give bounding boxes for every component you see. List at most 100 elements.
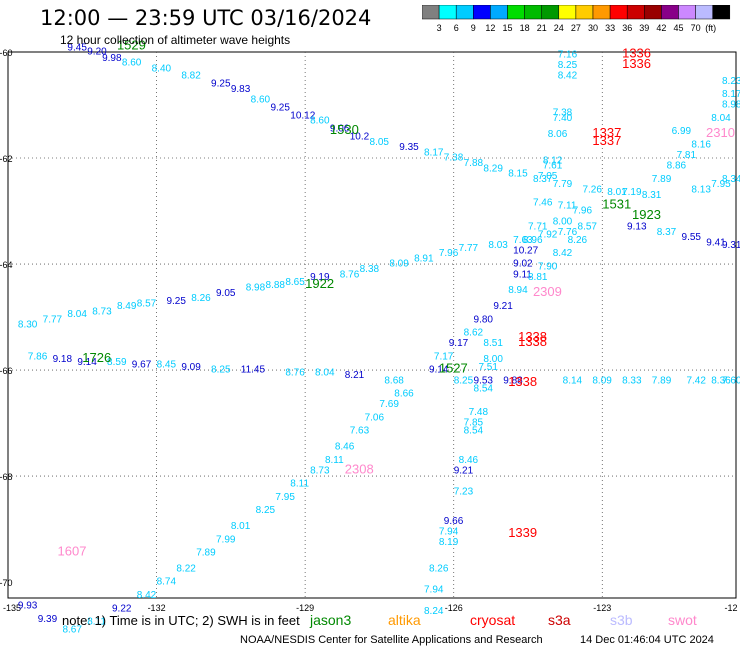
wave-height-value: 8.25 <box>211 365 231 376</box>
wave-height-value: 9.66 <box>444 516 464 527</box>
wave-height-value: 7.86 <box>28 351 48 362</box>
wave-height-value: 8.26 <box>191 293 211 304</box>
colorbar-swatch <box>541 5 560 20</box>
wave-height-value: 7.96 <box>439 248 459 259</box>
wave-height-value: 8.86 <box>667 161 687 172</box>
colorbar-tick-label: 27 <box>571 23 581 33</box>
wave-height-value: 7.94 <box>439 526 459 537</box>
time-unit-note: note: 1) Time is in UTC; 2) SWH is in fe… <box>62 613 300 628</box>
wave-height-value: 7.42 <box>686 375 706 386</box>
colorbar-tick-label: 3 <box>437 23 442 33</box>
colorbar-tick-label: 9 <box>471 23 476 33</box>
wave-height-value: 7.16 <box>558 49 578 60</box>
wave-height-value: 7.95 <box>711 179 731 190</box>
pass-id-label: 1338 <box>518 329 547 344</box>
wave-height-value: 7.23 <box>454 487 474 498</box>
colorbar-swatch <box>507 5 525 20</box>
colorbar-tick-label: 30 <box>588 23 598 33</box>
wave-height-value: 10.12 <box>290 110 315 121</box>
colorbar-swatch <box>609 5 628 20</box>
wave-height-value: 8.60 <box>122 57 142 68</box>
colorbar-tick-label: 36 <box>622 23 632 33</box>
wave-height-value: 8.25 <box>454 375 474 386</box>
colorbar-swatch <box>695 5 713 20</box>
wave-height-value: 9.35 <box>399 142 419 153</box>
wave-height-value: 8.74 <box>157 577 177 588</box>
pass-id-label: 1336 <box>622 56 651 71</box>
wave-height-value: 9.98 <box>102 53 122 64</box>
colorbar-swatch <box>644 5 662 20</box>
colorbar-tick-label: 39 <box>639 23 649 33</box>
colorbar-tick-label: 33 <box>605 23 615 33</box>
wave-height-value: 9.14 <box>77 357 97 368</box>
credit-line: NOAA/NESDIS Center for Satellite Applica… <box>240 634 543 646</box>
colorbar-tick-label: 15 <box>502 23 512 33</box>
wave-height-value: 8.66 <box>394 389 414 400</box>
wave-height-value: 9.39 <box>38 614 58 625</box>
wave-height-value: 8.60 <box>310 116 330 127</box>
longitude-tick-label: -132 <box>148 603 166 613</box>
wave-height-value: 6.99 <box>672 126 692 137</box>
pass-id-label: 1338 <box>518 334 547 349</box>
wave-height-value: 7.89 <box>196 548 216 559</box>
wave-height-value: 8.14 <box>563 375 583 386</box>
wave-height-value: 8.51 <box>483 338 503 349</box>
wave-height-value: 8.73 <box>310 465 330 476</box>
wave-height-value: 8.11 <box>325 455 344 466</box>
wave-height-value: 9.09 <box>181 362 201 373</box>
wave-height-value: 9.31 <box>722 240 740 251</box>
wave-height-value: 8.57 <box>578 222 598 233</box>
wave-height-value: 7.90 <box>538 261 558 272</box>
wave-height-value: 7.71 <box>528 222 548 233</box>
wave-height-value: 9.93 <box>18 601 38 612</box>
wave-height-value: 8.06 <box>548 129 568 140</box>
wave-height-value: 8.13 <box>691 184 711 195</box>
wave-height-value: 8.16 <box>691 139 711 150</box>
wave-height-value: 8.17 <box>722 89 740 100</box>
wave-height-value: 8.34 <box>722 174 740 185</box>
wave-height-value: 7.17 <box>434 351 454 362</box>
wave-height-value: 9.14 <box>429 365 449 376</box>
wave-height-value: 9.41 <box>706 237 726 248</box>
wave-height-value: 7.60 <box>722 375 740 386</box>
map-frame <box>7 51 737 599</box>
colorbar-swatch <box>473 5 491 20</box>
wave-height-value: 9.67 <box>132 359 152 370</box>
wave-height-value: 8.00 <box>483 354 503 365</box>
wave-height-value: 7.88 <box>464 158 484 169</box>
wave-height-value: 8.25 <box>256 505 276 516</box>
wave-height-value: 7.63 <box>350 426 370 437</box>
wave-height-value: 9.06 <box>330 124 350 135</box>
colorbar-swatch <box>678 5 696 20</box>
longitude-tick-label: -135 <box>3 603 21 613</box>
pass-id-label: 2309 <box>533 284 562 299</box>
wave-height-value: 9.25 <box>211 78 231 89</box>
wave-height-value: 7.38 <box>553 108 573 119</box>
wave-height-value: 9.19 <box>310 272 330 283</box>
wave-height-value: 8.54 <box>474 383 494 394</box>
wave-height-value: 8.82 <box>181 71 201 82</box>
wave-height-value: 7.92 <box>538 230 558 241</box>
wave-height-value: 7.96 <box>573 206 593 217</box>
wave-height-colorbar: 3 6 9 12 15 18 21 24 27 30 33 36 39 42 45 70 (ft) <box>422 5 731 33</box>
wave-height-value: 8.91 <box>414 253 434 264</box>
pass-id-label: 1527 <box>439 361 468 376</box>
page-title: 12:00 — 23:59 UTC 03/16/2024 <box>40 6 372 30</box>
wave-height-value: 8.03 <box>488 240 508 251</box>
wave-height-value: 8.09 <box>592 375 612 386</box>
wave-height-value: 8.22 <box>176 563 196 574</box>
latitude-tick-label: -60 <box>0 48 13 58</box>
wave-height-value: 8.62 <box>464 328 484 339</box>
wave-height-value: 8.00 <box>553 216 573 227</box>
longitude-tick-label: -12 <box>724 603 737 613</box>
latitude-tick-label: -62 <box>0 154 13 164</box>
latitude-tick-label: -70 <box>0 578 13 588</box>
wave-height-value: 8.21 <box>345 370 365 381</box>
satellite-legend-s3b: s3b <box>610 612 633 628</box>
wave-height-value: 8.46 <box>459 455 479 466</box>
satellite-legend-altika: altika <box>388 612 421 628</box>
wave-height-value: 8.01 <box>607 187 627 198</box>
satellite-legend-swot: swot <box>668 612 697 628</box>
wave-height-value: 7.77 <box>459 243 479 254</box>
wave-height-value: 9.02 <box>513 259 533 270</box>
